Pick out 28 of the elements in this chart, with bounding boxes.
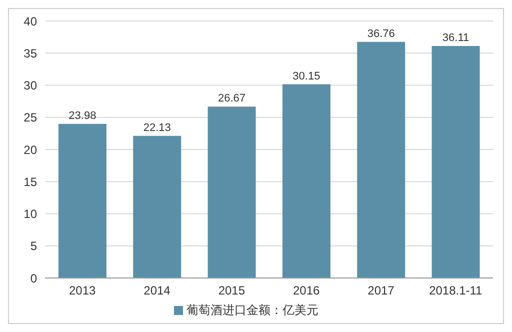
data-label: 23.98	[68, 110, 96, 122]
bar	[357, 42, 406, 278]
data-label: 22.13	[143, 122, 171, 134]
y-tick-label: 20	[24, 142, 38, 157]
x-tick-label: 2016	[292, 284, 320, 298]
x-tick-label: 2017	[368, 284, 395, 298]
y-tick-label: 5	[30, 239, 38, 254]
y-tick-label: 0	[30, 271, 38, 286]
x-tick-label: 2014	[144, 284, 171, 298]
x-tick-label: 2015	[218, 284, 246, 298]
data-label: 36.76	[367, 28, 395, 40]
x-tick-label: 2018.1-11	[429, 284, 483, 298]
y-tick-label: 10	[24, 207, 38, 222]
y-tick-label: 30	[24, 78, 38, 93]
y-tick-label: 35	[24, 46, 38, 60]
legend-label: 葡萄酒进口金额：亿美元	[186, 303, 318, 317]
data-label: 26.67	[218, 92, 246, 105]
data-label: 30.15	[292, 70, 320, 82]
bar	[282, 84, 330, 278]
bar	[58, 124, 106, 278]
bar	[133, 136, 182, 278]
bar	[208, 106, 256, 278]
data-label: 36.11	[442, 32, 470, 44]
y-tick-label: 15	[24, 174, 38, 189]
y-tick-label: 40	[24, 14, 38, 28]
y-tick-label: 25	[24, 110, 38, 125]
bar	[432, 46, 480, 278]
x-tick-label: 2013	[68, 284, 96, 298]
